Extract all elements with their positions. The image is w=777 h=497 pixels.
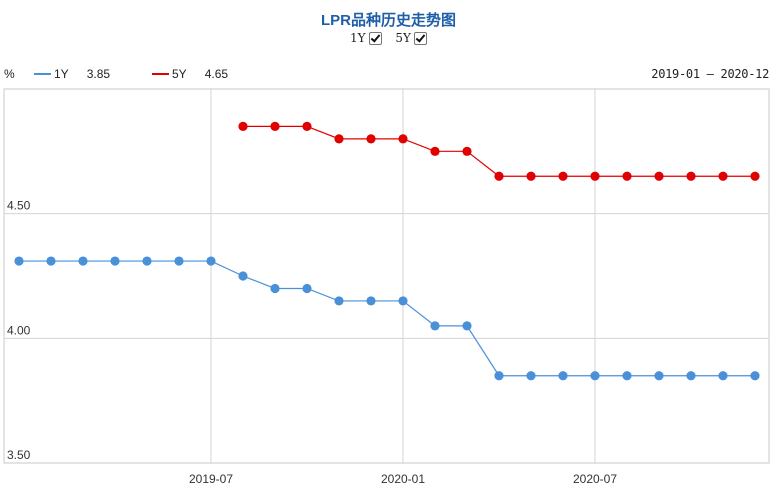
data-point-1y	[686, 371, 696, 381]
data-point-1y	[14, 256, 24, 266]
toggle-1y-label: 1Y	[350, 31, 366, 45]
data-point-1y	[558, 371, 568, 381]
data-point-1y	[398, 296, 408, 306]
legend-5y-value: 4.65	[204, 67, 229, 81]
legend-1y-name: 1Y	[54, 67, 69, 81]
y-tick-label: 4.00	[7, 323, 31, 337]
data-point-1y	[302, 283, 312, 294]
legend-1y-swatch	[34, 73, 51, 75]
series-line-1y	[19, 260, 755, 377]
data-point-5y	[526, 171, 536, 181]
x-tick-label: 2020-01	[381, 472, 425, 486]
toggle-5y-label: 5Y	[395, 31, 411, 45]
data-point-1y	[334, 296, 344, 306]
legend-item-5y[interactable]: 5Y 4.65	[152, 67, 228, 81]
data-point-5y	[238, 121, 248, 131]
data-point-1y	[750, 371, 760, 381]
toggle-5y-checkbox[interactable]	[413, 31, 427, 45]
data-point-1y	[654, 371, 664, 381]
data-point-5y	[750, 171, 760, 181]
toggle-1y[interactable]: 1Y	[350, 31, 382, 45]
series-toggles: 1Y 5Y	[0, 31, 777, 45]
data-point-1y	[206, 256, 216, 266]
date-range: 2019-01 – 2020-12	[651, 67, 769, 81]
data-point-5y	[654, 171, 664, 181]
data-point-5y	[622, 171, 632, 181]
data-point-5y	[334, 134, 344, 144]
data-point-1y	[494, 371, 504, 381]
data-point-5y	[558, 171, 568, 181]
data-point-5y	[462, 146, 472, 156]
legend-5y-name: 5Y	[172, 67, 187, 81]
legend-5y-swatch	[152, 73, 169, 75]
x-tick-label: 2020-07	[573, 472, 617, 486]
data-point-1y	[78, 256, 88, 266]
y-unit-label: %	[4, 67, 15, 81]
data-point-5y	[366, 134, 376, 144]
data-point-5y	[718, 171, 728, 181]
data-point-5y	[302, 121, 312, 131]
data-point-1y	[142, 256, 152, 266]
plot-frame	[3, 88, 770, 464]
data-point-5y	[686, 171, 696, 181]
y-tick-label: 4.50	[7, 199, 31, 213]
toggle-1y-checkbox[interactable]	[368, 31, 382, 45]
data-point-1y	[238, 271, 248, 281]
data-point-1y	[46, 256, 56, 266]
data-point-1y	[718, 371, 728, 381]
legend-item-1y[interactable]: 1Y 3.85	[34, 67, 110, 81]
y-tick-label: 3.50	[7, 448, 31, 462]
data-point-1y	[366, 296, 376, 306]
legend-1y-value: 3.85	[86, 67, 111, 81]
data-point-1y	[270, 283, 280, 294]
data-point-5y	[430, 146, 440, 156]
data-point-5y	[398, 134, 408, 144]
data-point-1y	[174, 256, 184, 266]
data-point-5y	[270, 121, 280, 131]
data-point-1y	[462, 321, 472, 331]
toggle-5y[interactable]: 5Y	[395, 31, 427, 45]
chart-title: LPR品种历史走势图	[320, 12, 456, 29]
data-point-1y	[590, 371, 600, 381]
data-point-1y	[622, 371, 632, 381]
data-point-1y	[110, 256, 120, 266]
series-line-5y	[243, 125, 755, 177]
data-point-5y	[590, 171, 600, 181]
x-tick-label: 2019-07	[189, 472, 233, 486]
data-point-1y	[430, 321, 440, 331]
data-point-5y	[494, 171, 504, 181]
data-point-1y	[526, 371, 536, 381]
